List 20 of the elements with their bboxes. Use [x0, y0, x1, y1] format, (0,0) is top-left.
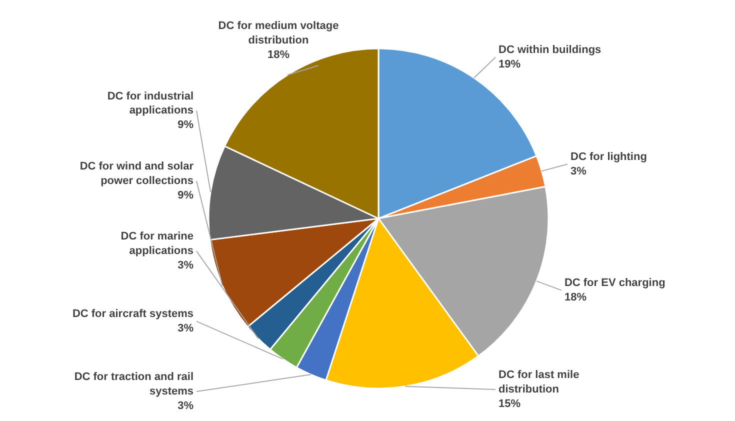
data-label: 18%: [267, 48, 290, 61]
data-label: 19%: [498, 58, 521, 70]
data-label: 3%: [178, 260, 194, 272]
data-label: 3%: [570, 165, 587, 178]
data-label: 9%: [178, 189, 194, 202]
data-label: 3%: [178, 322, 194, 334]
slice-label: DC for lighting: [570, 150, 647, 163]
slice-label: DC for EV charging: [564, 277, 666, 290]
slice-label: DC for last mile distribution: [498, 369, 580, 396]
slice-label: DC within buildings: [498, 44, 602, 56]
data-label: 3%: [178, 400, 194, 412]
slice-label: DC for wind and solar power collections: [80, 160, 194, 187]
slice-label: DC for industrial applications: [107, 90, 194, 117]
slice-label: DC for medium voltage distribution: [218, 20, 339, 46]
data-label: 15%: [498, 398, 521, 410]
data-label: 18%: [564, 291, 587, 304]
slice-label: DC for traction and rail systems: [74, 371, 194, 398]
data-label: 9%: [178, 119, 194, 132]
slice-label: DC for aircraft systems: [72, 308, 194, 320]
slice-label: DC for marine applications: [120, 230, 194, 258]
